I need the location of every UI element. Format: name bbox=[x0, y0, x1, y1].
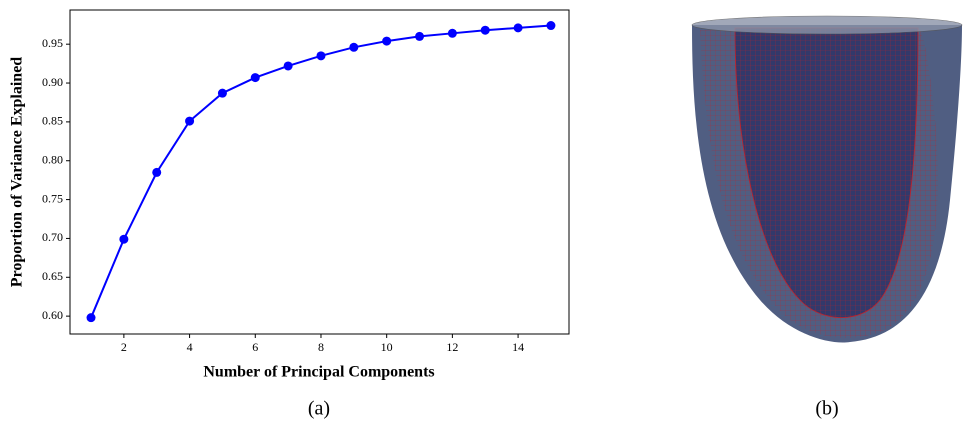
data-point bbox=[316, 51, 326, 61]
x-axis-title: Number of Principal Components bbox=[203, 364, 434, 381]
data-point bbox=[513, 23, 523, 33]
data-point bbox=[119, 234, 129, 244]
plot-frame bbox=[69, 9, 570, 335]
y-tick-label: 0.85 bbox=[42, 114, 63, 128]
y-tick-label: 0.90 bbox=[42, 75, 63, 89]
x-tick-label: 6 bbox=[252, 340, 258, 354]
y-tick-label: 0.75 bbox=[42, 191, 63, 205]
data-point bbox=[250, 73, 260, 83]
x-tick-label: 2 bbox=[121, 340, 127, 354]
y-tick-label: 0.60 bbox=[42, 308, 63, 322]
y-axis-title: Proportion of Variance Explained bbox=[9, 57, 26, 287]
x-tick-label: 14 bbox=[512, 340, 524, 354]
data-point bbox=[349, 42, 359, 52]
data-point bbox=[185, 116, 195, 126]
data-point bbox=[546, 21, 556, 31]
x-tick-label: 4 bbox=[187, 340, 193, 354]
top-rim bbox=[691, 15, 963, 35]
x-tick-label: 8 bbox=[318, 340, 324, 354]
data-point bbox=[415, 31, 425, 41]
y-tick-label: 0.95 bbox=[42, 36, 63, 50]
data-point bbox=[217, 88, 227, 98]
caption: (a) bbox=[308, 398, 330, 420]
caption: (b) bbox=[815, 398, 838, 420]
data-point bbox=[152, 167, 162, 177]
y-tick-label: 0.65 bbox=[42, 269, 63, 283]
x-tick-label: 12 bbox=[446, 340, 458, 354]
data-point bbox=[447, 28, 457, 38]
y-tick-label: 0.70 bbox=[42, 230, 63, 244]
data-point bbox=[283, 61, 293, 71]
x-tick-label: 10 bbox=[381, 340, 393, 354]
y-tick-label: 0.80 bbox=[42, 152, 63, 166]
heart-rendering bbox=[691, 15, 963, 343]
data-point bbox=[480, 25, 490, 35]
inner-mesh bbox=[734, 27, 919, 318]
data-point bbox=[382, 36, 392, 46]
data-point bbox=[86, 313, 96, 323]
